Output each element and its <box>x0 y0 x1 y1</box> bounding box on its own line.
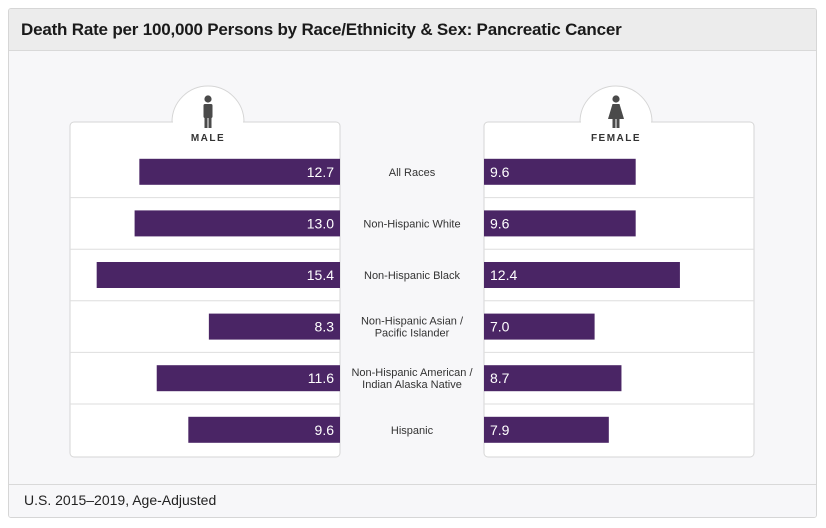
category-label: Hispanic <box>391 425 434 437</box>
footnote: U.S. 2015–2019, Age-Adjusted <box>24 492 217 508</box>
female-value-label: 8.7 <box>490 370 510 386</box>
male-person-icon <box>203 95 213 128</box>
male-bar <box>188 416 340 443</box>
female-bar <box>484 262 680 288</box>
male-tab-seam <box>173 121 243 124</box>
female-series-label: FEMALE <box>591 133 641 144</box>
female-value-label: 7.0 <box>490 319 510 335</box>
male-bar <box>134 210 340 237</box>
male-value-label: 12.7 <box>307 164 334 180</box>
female-person-icon <box>608 95 624 128</box>
female-value-label: 12.4 <box>490 267 517 283</box>
chart-header: Death Rate per 100,000 Persons by Race/E… <box>9 9 816 51</box>
category-label: Non-Hispanic White <box>363 218 460 230</box>
male-bar <box>139 158 340 185</box>
category-label: Pacific Islander <box>375 328 450 340</box>
chart-title: Death Rate per 100,000 Persons by Race/E… <box>21 20 622 39</box>
female-bar <box>484 416 609 443</box>
category-label: Indian Alaska Native <box>362 379 462 391</box>
category-label: All Races <box>389 167 436 179</box>
female-value-label: 7.9 <box>490 422 510 438</box>
male-value-label: 9.6 <box>315 422 335 438</box>
category-label: Non-Hispanic American / <box>351 367 473 379</box>
female-bar <box>484 210 636 237</box>
chart-footer: U.S. 2015–2019, Age-Adjusted <box>9 484 816 517</box>
female-value-label: 9.6 <box>490 164 510 180</box>
female-bar <box>484 158 636 185</box>
male-value-label: 15.4 <box>307 267 334 283</box>
female-bar <box>484 313 595 340</box>
female-tab-seam <box>581 121 651 124</box>
male-value-label: 11.6 <box>308 370 334 386</box>
category-label: Non-Hispanic Asian / <box>361 316 464 328</box>
male-series-label: MALE <box>191 133 225 144</box>
male-bar <box>96 262 341 288</box>
female-value-label: 9.6 <box>490 215 510 231</box>
male-bar <box>208 313 340 340</box>
female-bar <box>484 365 622 392</box>
male-value-label: 13.0 <box>307 215 334 231</box>
male-bar <box>156 365 340 392</box>
male-value-label: 8.3 <box>315 319 335 335</box>
category-label: Non-Hispanic Black <box>364 270 460 282</box>
